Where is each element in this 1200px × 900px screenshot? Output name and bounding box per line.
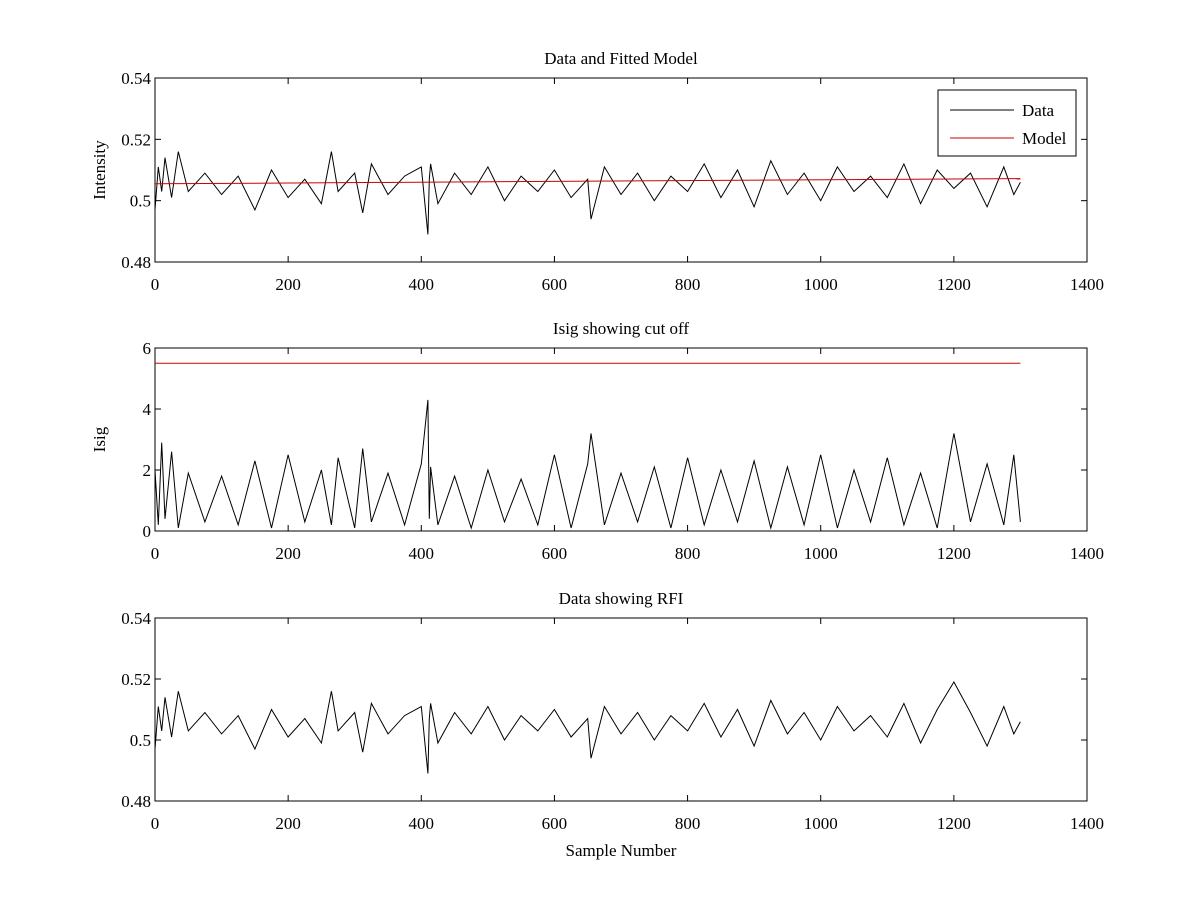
x-tick-label: 0 <box>151 814 160 833</box>
legend-box <box>937 89 1077 157</box>
subplot-3: 0 200 400 600 800 1000 1200 1400 0.48 0.5 0.52 0.54… <box>121 589 1104 860</box>
y-tick-label: 0.5 <box>130 731 151 750</box>
x-tick-label: 400 <box>409 544 435 563</box>
y-tick-label: 0.48 <box>121 792 151 811</box>
x-tick-label: 600 <box>542 814 568 833</box>
axes-box <box>154 77 1088 263</box>
model-line <box>154 178 1021 185</box>
y-tick-label: 0.54 <box>121 69 151 88</box>
x-tick-label: 800 <box>675 544 701 563</box>
x-tick-label: 600 <box>542 275 568 294</box>
chart-title: Data showing RFI <box>559 589 684 608</box>
x-tick-label: 1200 <box>937 544 971 563</box>
x-tick-label: 1000 <box>804 814 838 833</box>
axes-box <box>154 617 1088 802</box>
x-tick-label: 400 <box>409 275 435 294</box>
x-tick-label: 1400 <box>1070 544 1104 563</box>
x-tick-label: 1000 <box>804 275 838 294</box>
y-axis-label: Isig <box>90 426 109 452</box>
x-tick-label: 200 <box>275 275 301 294</box>
x-tick-label: 1400 <box>1070 275 1104 294</box>
x-tick-label: 600 <box>542 544 568 563</box>
x-tick-label: 400 <box>409 814 435 833</box>
x-tick-label: 0 <box>151 275 160 294</box>
x-tick-label: 200 <box>275 814 301 833</box>
legend-label: Model <box>1022 129 1067 148</box>
y-axis-label: Intensity <box>90 140 109 200</box>
y-tick-label: 2 <box>143 461 152 480</box>
data-line <box>154 151 1021 235</box>
x-tick-label: 0 <box>151 544 160 563</box>
chart-title: Data and Fitted Model <box>544 49 698 68</box>
trace-line <box>154 680 1021 774</box>
x-tick-label: 800 <box>675 275 701 294</box>
subplot-1: 0 200 400 600 800 1000 1200 1400 0.48 0.5 0.52 0.54… <box>90 49 1104 294</box>
y-tick-label: 4 <box>143 400 152 419</box>
subplot-2: 0 200 400 600 800 1000 1200 1400 0 2 4 6 Isig showin… <box>90 319 1104 563</box>
y-tick-label: 0.54 <box>121 609 151 628</box>
y-tick-label: 0.5 <box>130 192 151 211</box>
x-tick-label: 1200 <box>937 275 971 294</box>
x-tick-label: 200 <box>275 544 301 563</box>
chart-title: Isig showing cut off <box>553 319 689 338</box>
trace-line <box>154 399 1021 530</box>
y-tick-label: 0.48 <box>121 253 151 272</box>
legend-label: Data <box>1022 101 1055 120</box>
x-tick-label: 800 <box>675 814 701 833</box>
y-tick-label: 0.52 <box>121 130 151 149</box>
y-tick-label: 0.52 <box>121 670 151 689</box>
x-tick-label: 1200 <box>937 814 971 833</box>
legend: Data Model <box>937 89 1077 157</box>
y-tick-label: 6 <box>143 339 152 358</box>
y-tick-label: 0 <box>143 522 152 541</box>
x-tick-label: 1400 <box>1070 814 1104 833</box>
x-tick-label: 1000 <box>804 544 838 563</box>
x-axis-label: Sample Number <box>566 841 677 860</box>
axes-box <box>154 347 1088 532</box>
